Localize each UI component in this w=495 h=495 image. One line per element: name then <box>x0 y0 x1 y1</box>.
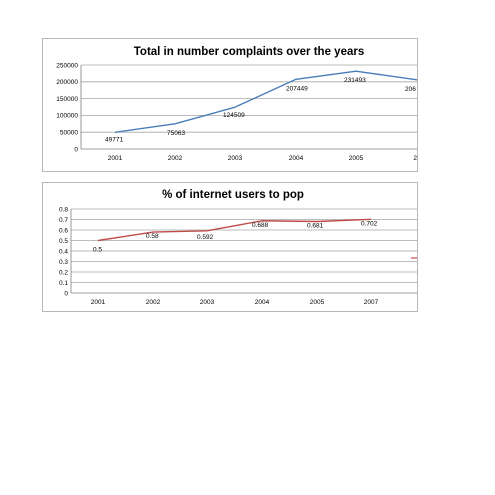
y-tick-label: 0.4 <box>59 248 68 255</box>
y-tick-label: 0 <box>64 290 68 297</box>
y-tick-label: 0 <box>74 146 78 153</box>
x-tick-label: 2005 <box>349 155 364 162</box>
data-label: 124509 <box>223 112 245 119</box>
data-label: 49771 <box>105 136 123 143</box>
x-tick-label: 2005 <box>310 299 325 306</box>
data-label: 0.702 <box>361 220 378 227</box>
data-label: 0.688 <box>252 222 269 229</box>
internet-users-chart-panel: % of internet users to pop 0 0.1 0.2 0.3 0.4… <box>42 182 418 312</box>
y-tick-label: 0.5 <box>59 238 68 245</box>
chart-title: Total in number complaints over the year… <box>134 46 364 58</box>
x-tick-label: 2003 <box>228 155 243 162</box>
y-tick-label: 0.7 <box>59 217 68 224</box>
y-tick-label: 0.1 <box>59 280 68 287</box>
data-label: 0.681 <box>307 222 324 229</box>
series-line <box>97 218 372 242</box>
y-tick-label: 0.2 <box>59 269 68 276</box>
y-tick-label: 150000 <box>56 96 78 103</box>
x-tick-label: 2007 <box>364 299 379 306</box>
data-label: 75063 <box>167 130 185 137</box>
y-tick-label: 0.8 <box>59 206 68 213</box>
y-tick-label: 0.6 <box>59 227 68 234</box>
data-label: 0.5 <box>93 247 102 254</box>
y-tick-label: 100000 <box>56 113 78 120</box>
x-tick-label: 2001 <box>91 299 106 306</box>
data-label: 206 <box>405 86 416 93</box>
x-tick-label: 20 <box>413 155 418 162</box>
data-label: 207449 <box>286 85 308 92</box>
x-tick-label: 2004 <box>289 155 304 162</box>
data-label: 0.58 <box>146 233 159 240</box>
series-line <box>114 70 417 133</box>
x-tick-label: 2001 <box>108 155 123 162</box>
y-tick-label: 250000 <box>56 62 78 69</box>
y-tick-label: 200000 <box>56 79 78 86</box>
x-tick-label: 2003 <box>200 299 215 306</box>
y-tick-label: 0.3 <box>59 259 68 266</box>
y-tick-label: 50000 <box>60 130 78 137</box>
chart-title: % of internet users to pop <box>162 189 304 201</box>
x-tick-label: 2004 <box>255 299 270 306</box>
x-tick-label: 2002 <box>168 155 183 162</box>
data-label: 231493 <box>344 77 366 84</box>
x-tick-label: 2002 <box>146 299 161 306</box>
complaints-chart-panel: Total in number complaints over the year… <box>42 38 418 172</box>
data-label: 0.592 <box>197 234 214 241</box>
internet-users-chart: % of internet users to pop 0 0.1 0.2 0.3 0.4… <box>59 189 417 306</box>
complaints-chart: Total in number complaints over the year… <box>56 46 418 162</box>
